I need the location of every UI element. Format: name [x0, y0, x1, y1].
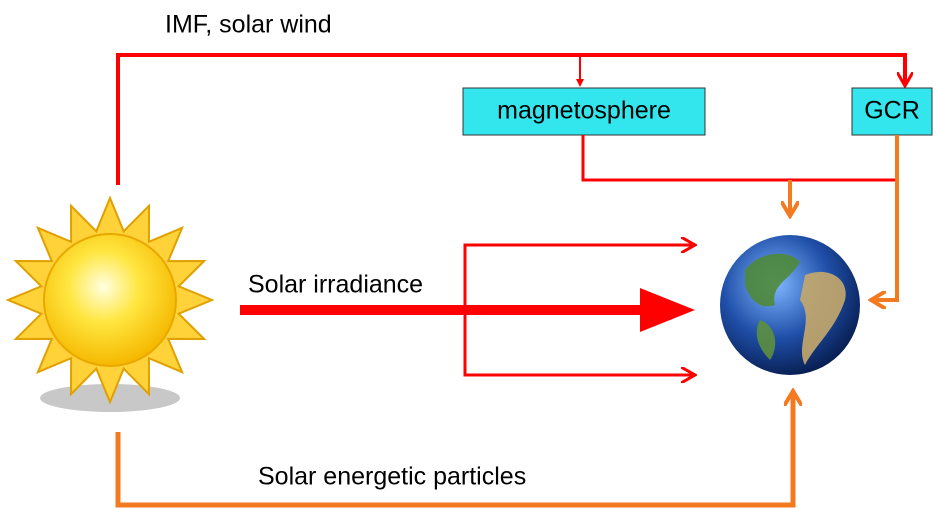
magnetosphere-label: magnetosphere — [497, 97, 671, 125]
particles-arrow — [115, 393, 793, 508]
earth — [720, 235, 860, 375]
sun-disc — [43, 233, 177, 367]
irradiance-label: Solar irradiance — [248, 271, 423, 299]
magnetosphere-box — [462, 87, 706, 136]
gcr-arrow — [873, 135, 899, 300]
gcr-box — [851, 87, 933, 136]
solar-wind-arrow — [116, 53, 905, 185]
sun — [5, 195, 215, 405]
magnetosphere-link — [581, 135, 897, 182]
gcr-label: GCR — [864, 97, 920, 125]
particles-label: Solar energetic particles — [258, 463, 526, 491]
solar-wind-label: IMF, solar wind — [165, 11, 332, 39]
irradiance-arrow — [240, 288, 695, 332]
